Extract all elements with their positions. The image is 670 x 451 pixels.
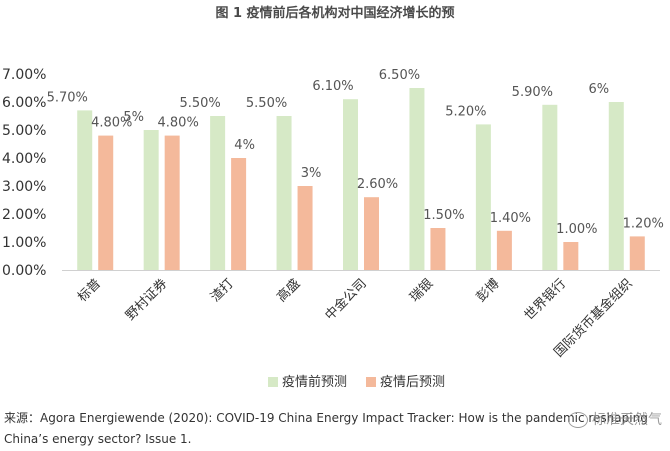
- data-label: 5%: [123, 110, 144, 125]
- wechat-icon: [568, 412, 588, 428]
- bars-group: [77, 88, 645, 271]
- bar-post-pandemic: [629, 236, 645, 270]
- y-axis: 0.00% 1.00% 2.00% 3.00% 4.00% 5.00% 6.00% 7.00%: [2, 67, 46, 279]
- bar-post-pandemic: [496, 230, 512, 270]
- bar-pre-pandemic: [276, 116, 292, 270]
- data-label: 2.60%: [357, 177, 398, 192]
- bar-post-pandemic: [297, 186, 313, 270]
- data-label: 4.80%: [158, 116, 199, 131]
- bar-pre-pandemic: [475, 124, 491, 271]
- bar-pre-pandemic: [608, 102, 624, 270]
- data-label: 1.00%: [556, 222, 597, 237]
- data-label: 1.40%: [490, 211, 531, 226]
- bar-chart: 0.00% 1.00% 2.00% 3.00% 4.00% 5.00% 6.00% 7.00%…: [2, 67, 664, 390]
- data-label: 4.80%: [91, 116, 132, 131]
- legend-swatch: [268, 377, 278, 387]
- data-label: 5.50%: [179, 96, 220, 111]
- data-label: 1.50%: [423, 208, 464, 223]
- legend: 疫情前预测 疫情后预测: [268, 374, 445, 390]
- bar-post-pandemic: [364, 197, 379, 270]
- value-labels-group: 5.70%4.80%5% 4.80%5.50%4%5.50%3%6.10%2.60…: [47, 68, 664, 237]
- y-tick-label: 0.00%: [2, 263, 46, 279]
- data-label: 5.20%: [445, 104, 486, 119]
- legend-swatch: [366, 377, 376, 387]
- data-label: 1.20%: [623, 216, 664, 231]
- data-label: 5.90%: [512, 85, 553, 100]
- legend-label: 疫情后预测: [380, 374, 445, 390]
- watermark: 标准天然气: [568, 409, 662, 429]
- data-label: 5.70%: [47, 90, 88, 105]
- y-tick-label: 5.00%: [2, 123, 46, 139]
- bar-post-pandemic: [164, 135, 180, 270]
- bar-post-pandemic: [98, 135, 114, 270]
- bar-post-pandemic: [563, 242, 579, 270]
- watermark-text: 标准天然气: [592, 412, 662, 428]
- x-tick-label: 标普: [75, 276, 104, 305]
- legend-label: 疫情前预测: [282, 374, 347, 390]
- data-label: 6%: [588, 82, 609, 97]
- data-label: 4%: [234, 138, 255, 153]
- bar-pre-pandemic: [210, 116, 226, 270]
- x-tick-label: 世界银行: [522, 276, 569, 323]
- y-tick-label: 4.00%: [2, 151, 46, 167]
- x-tick-label: 渣打: [208, 276, 237, 305]
- y-tick-label: 7.00%: [2, 67, 46, 83]
- x-tick-label: 野村证券: [122, 276, 170, 324]
- bar-pre-pandemic: [343, 99, 358, 270]
- y-tick-label: 1.00%: [2, 235, 46, 251]
- data-label: 6.50%: [379, 68, 420, 83]
- source-line-2: China’s energy sector? Issue 1.: [4, 432, 192, 446]
- x-tick-label: 中金公司: [322, 276, 370, 324]
- x-tick-label: 高盛: [274, 276, 304, 306]
- source-note: 来源：Agora Energiewende (2020): COVID-19 C…: [4, 408, 666, 450]
- chart-title: 图 1 疫情前后各机构对中国经济增长的预: [215, 6, 455, 21]
- bar-pre-pandemic: [409, 88, 425, 270]
- bar-pre-pandemic: [143, 130, 159, 270]
- data-label: 6.10%: [312, 79, 353, 94]
- bar-pre-pandemic: [77, 110, 93, 271]
- y-tick-label: 3.00%: [2, 179, 46, 195]
- data-label: 5.50%: [246, 96, 287, 111]
- data-label: 3%: [301, 166, 322, 181]
- y-tick-label: 6.00%: [2, 95, 46, 111]
- bar-post-pandemic: [231, 158, 247, 270]
- bar-post-pandemic: [430, 228, 446, 270]
- x-tick-label: 彭博: [474, 276, 503, 305]
- source-line-1: 来源：Agora Energiewende (2020): COVID-19 C…: [4, 411, 648, 425]
- bar-pre-pandemic: [542, 104, 558, 270]
- y-tick-label: 2.00%: [2, 207, 46, 223]
- x-tick-label: 瑞银: [407, 276, 436, 305]
